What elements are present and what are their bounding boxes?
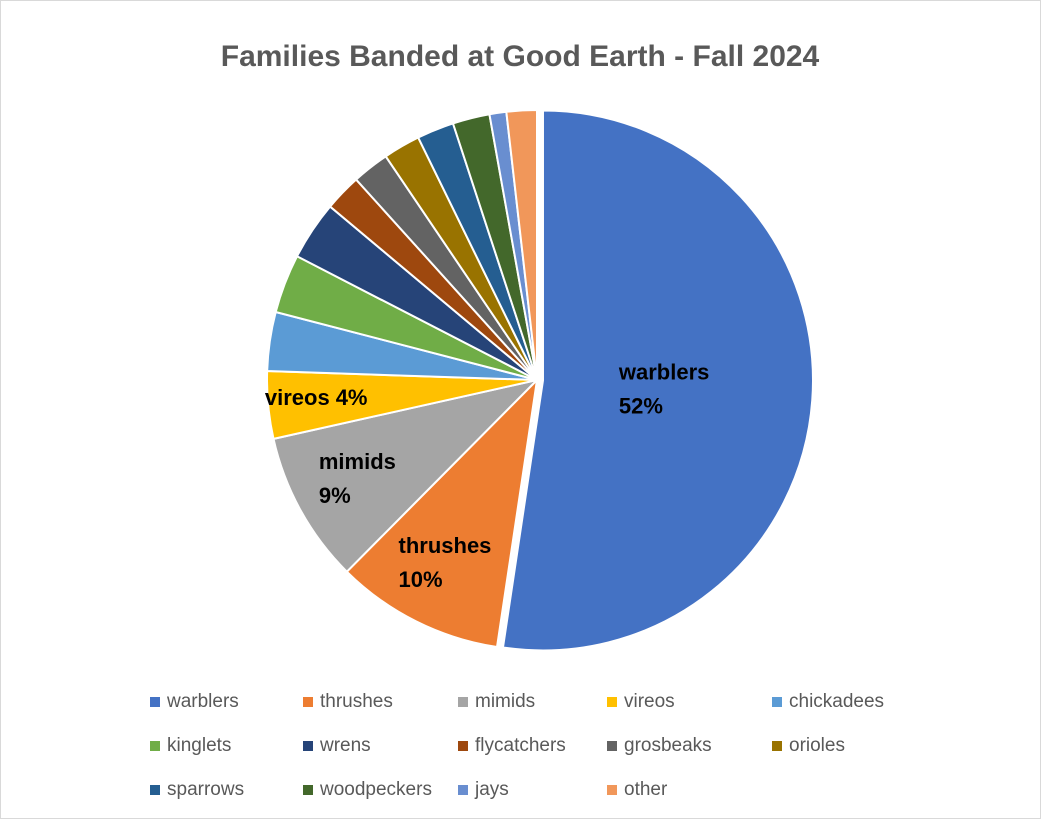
data-label-value: 52%: [619, 393, 663, 418]
legend-swatch: [772, 697, 782, 707]
legend-swatch: [150, 697, 160, 707]
legend-label: vireos: [624, 691, 675, 712]
legend-label: woodpeckers: [319, 779, 432, 800]
legend-swatch: [303, 741, 313, 751]
data-label-value: 9%: [319, 483, 351, 508]
legend-label: mimids: [475, 691, 535, 712]
data-label-name: vireos: [265, 385, 330, 410]
legend-label: orioles: [789, 735, 845, 756]
legend-swatch: [607, 697, 617, 707]
legend-swatch: [607, 741, 617, 751]
legend-label: flycatchers: [475, 735, 566, 756]
legend-label: sparrows: [167, 779, 244, 800]
chart-title: Families Banded at Good Earth - Fall 202…: [221, 40, 820, 73]
legend-label: wrens: [319, 735, 371, 756]
legend-label: kinglets: [167, 735, 231, 756]
data-label-name: thrushes: [399, 533, 492, 558]
pie-slice: [501, 109, 814, 652]
data-label-value: 4%: [336, 385, 368, 410]
pie-slice: [272, 378, 541, 574]
data-label-name: mimids: [319, 449, 396, 474]
legend-swatch: [303, 697, 313, 707]
legend-swatch: [150, 741, 160, 751]
legend-swatch: [458, 785, 468, 795]
legend-swatch: [150, 785, 160, 795]
legend-swatch: [607, 785, 617, 795]
legend-label: chickadees: [789, 691, 884, 712]
legend-swatch: [458, 741, 468, 751]
data-label-name: warblers: [618, 359, 710, 384]
legend-swatch: [303, 785, 313, 795]
legend-label: jays: [474, 779, 509, 800]
legend-label: warblers: [166, 691, 239, 712]
legend-swatch: [458, 697, 468, 707]
data-label-value: 10%: [399, 567, 443, 592]
legend-label: grosbeaks: [624, 735, 712, 756]
legend-swatch: [772, 741, 782, 751]
legend-label: other: [624, 779, 668, 800]
pie-slice: [505, 108, 538, 381]
legend-label: thrushes: [320, 691, 393, 712]
pie-slice: [345, 377, 539, 649]
